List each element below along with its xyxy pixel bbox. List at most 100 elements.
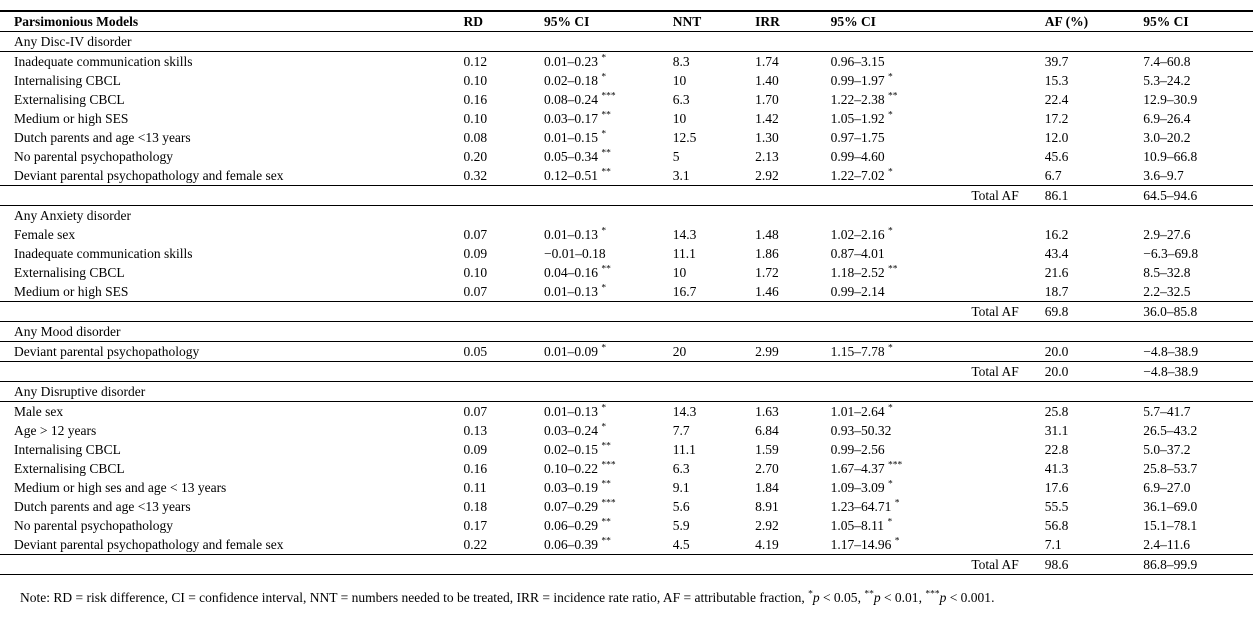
model-label: Dutch parents and age <13 years <box>14 499 191 514</box>
significance-stars: * <box>601 283 607 294</box>
irr-value: 1.86 <box>755 246 779 261</box>
table-row: Medium or high SES 0.10 0.03–0.17 ** 10 1.42… <box>0 109 1253 128</box>
rd-ci-value: 0.02–0.15 ** <box>543 441 611 457</box>
af-value: 18.7 <box>1044 284 1069 299</box>
af-value: 22.8 <box>1044 442 1069 457</box>
total-af-ci-value: −4.8–38.9 <box>1143 364 1199 379</box>
section-title: Any Anxiety disorder <box>14 208 131 223</box>
nnt-value: 20 <box>672 344 687 359</box>
model-label: Inadequate communication skills <box>14 246 193 261</box>
model-label: Deviant parental psychopathology <box>14 344 200 359</box>
af-value: 39.7 <box>1044 54 1069 69</box>
irr-value: 1.70 <box>755 92 779 107</box>
spacer-cell <box>932 52 1039 72</box>
table-note: Note: RD = risk difference, CI = confide… <box>20 589 995 605</box>
nnt-value: 11.1 <box>672 246 696 261</box>
model-label: Deviant parental psychopathology and fem… <box>14 168 284 183</box>
rd-ci-value: 0.01–0.15 * <box>543 129 607 145</box>
significance-stars: * <box>887 167 893 178</box>
total-af-row: Total AF 20.0 −4.8–38.9 <box>0 362 1253 382</box>
header-row: Parsimonious Models RD 95% CI NNT IRR 95… <box>0 11 1253 32</box>
irr-ci-value: 0.99–4.60 <box>830 149 885 164</box>
nnt-value: 4.5 <box>672 537 690 552</box>
af-value: 20.0 <box>1044 344 1069 359</box>
rd-value: 0.17 <box>463 518 488 533</box>
af-value: 17.2 <box>1044 111 1069 126</box>
model-label: Deviant parental psychopathology and fem… <box>14 537 284 552</box>
significance-stars: *** <box>601 460 616 471</box>
af-value: 56.8 <box>1044 518 1069 533</box>
spacer-cell <box>932 402 1039 422</box>
irr-value: 4.19 <box>755 537 779 552</box>
model-label: Externalising CBCL <box>14 461 125 476</box>
empty-cell <box>0 362 458 382</box>
af-ci-value: 3.0–20.2 <box>1143 130 1191 145</box>
irr-ci-value: 0.87–4.01 <box>830 246 885 261</box>
model-label: Externalising CBCL <box>14 92 125 107</box>
irr-ci-value: 0.96–3.15 <box>830 54 885 69</box>
significance-stars: ** <box>601 148 611 159</box>
spacer-cell <box>932 342 1039 362</box>
table-row: Age > 12 years 0.13 0.03–0.24 * 7.7 6.84 0.93… <box>0 421 1253 440</box>
spacer-cell <box>932 516 1039 535</box>
nnt-value: 16.7 <box>672 284 697 299</box>
empty-cell <box>749 555 824 575</box>
af-ci-value: 2.4–11.6 <box>1143 537 1191 552</box>
empty-cell <box>825 362 933 382</box>
spacer-cell <box>932 421 1039 440</box>
significance-stars: ** <box>601 517 611 528</box>
total-af-label: Total AF <box>971 364 1019 379</box>
af-ci-value: 15.1–78.1 <box>1143 518 1198 533</box>
table-row: Internalising CBCL 0.10 0.02–0.18 * 10 1.40 0… <box>0 71 1253 90</box>
empty-cell <box>667 362 749 382</box>
rd-value: 0.18 <box>463 499 488 514</box>
p-variable: p <box>939 590 947 605</box>
af-value: 41.3 <box>1044 461 1069 476</box>
irr-value: 2.70 <box>755 461 779 476</box>
model-label: Medium or high SES <box>14 284 129 299</box>
total-af-ci-value: 36.0–85.8 <box>1143 304 1198 319</box>
total-af-value: 20.0 <box>1044 364 1069 379</box>
significance-stars: * <box>894 536 900 547</box>
table-row: Internalising CBCL 0.09 0.02–0.15 ** 11.1 1.… <box>0 440 1253 459</box>
spacer-cell <box>932 459 1039 478</box>
irr-ci-value: 1.67–4.37 *** <box>830 460 903 476</box>
rd-ci-value: 0.03–0.24 * <box>543 422 607 438</box>
rd-value: 0.07 <box>463 404 488 419</box>
irr-ci-value: 1.23–64.71 * <box>830 498 900 514</box>
rd-value: 0.08 <box>463 130 488 145</box>
af-ci-value: 12.9–30.9 <box>1143 92 1198 107</box>
model-label: Medium or high ses and age < 13 years <box>14 480 227 495</box>
af-ci-value: 8.5–32.8 <box>1143 265 1191 280</box>
empty-cell <box>749 186 824 206</box>
significance-stars: * <box>601 72 607 83</box>
nnt-value: 14.3 <box>672 227 697 242</box>
irr-value: 1.84 <box>755 480 779 495</box>
af-ci-value: 10.9–66.8 <box>1143 149 1198 164</box>
rd-ci-value: 0.01–0.13 * <box>543 226 607 242</box>
significance-stars: ** <box>887 91 898 102</box>
rd-value: 0.09 <box>463 442 488 457</box>
af-value: 16.2 <box>1044 227 1069 242</box>
rd-value: 0.11 <box>463 480 487 495</box>
table-row: No parental psychopathology 0.20 0.05–0.34… <box>0 147 1253 166</box>
column-header-rd-ci: 95% CI <box>543 14 590 29</box>
rd-value: 0.10 <box>463 265 488 280</box>
table-row: Deviant parental psychopathology 0.05 0.01… <box>0 342 1253 362</box>
af-value: 15.3 <box>1044 73 1069 88</box>
af-ci-value: 2.9–27.6 <box>1143 227 1191 242</box>
irr-ci-value: 1.18–2.52 ** <box>830 264 898 280</box>
spacer-cell <box>932 478 1039 497</box>
table-row: Male sex 0.07 0.01–0.13 * 14.3 1.63 1.01–2.64… <box>0 402 1253 422</box>
empty-cell <box>667 555 749 575</box>
rd-ci-value: 0.05–0.34 ** <box>543 148 611 164</box>
nnt-value: 10 <box>672 73 687 88</box>
spacer-cell <box>932 109 1039 128</box>
column-header-nnt: NNT <box>672 14 702 29</box>
irr-ci-value: 0.99–1.97 * <box>830 72 893 88</box>
significance-stars: * <box>601 226 607 237</box>
section-title-row: Any Disruptive disorder <box>0 382 1253 402</box>
nnt-value: 5 <box>672 149 680 164</box>
significance-stars: *** <box>601 498 616 509</box>
empty-cell <box>458 362 538 382</box>
